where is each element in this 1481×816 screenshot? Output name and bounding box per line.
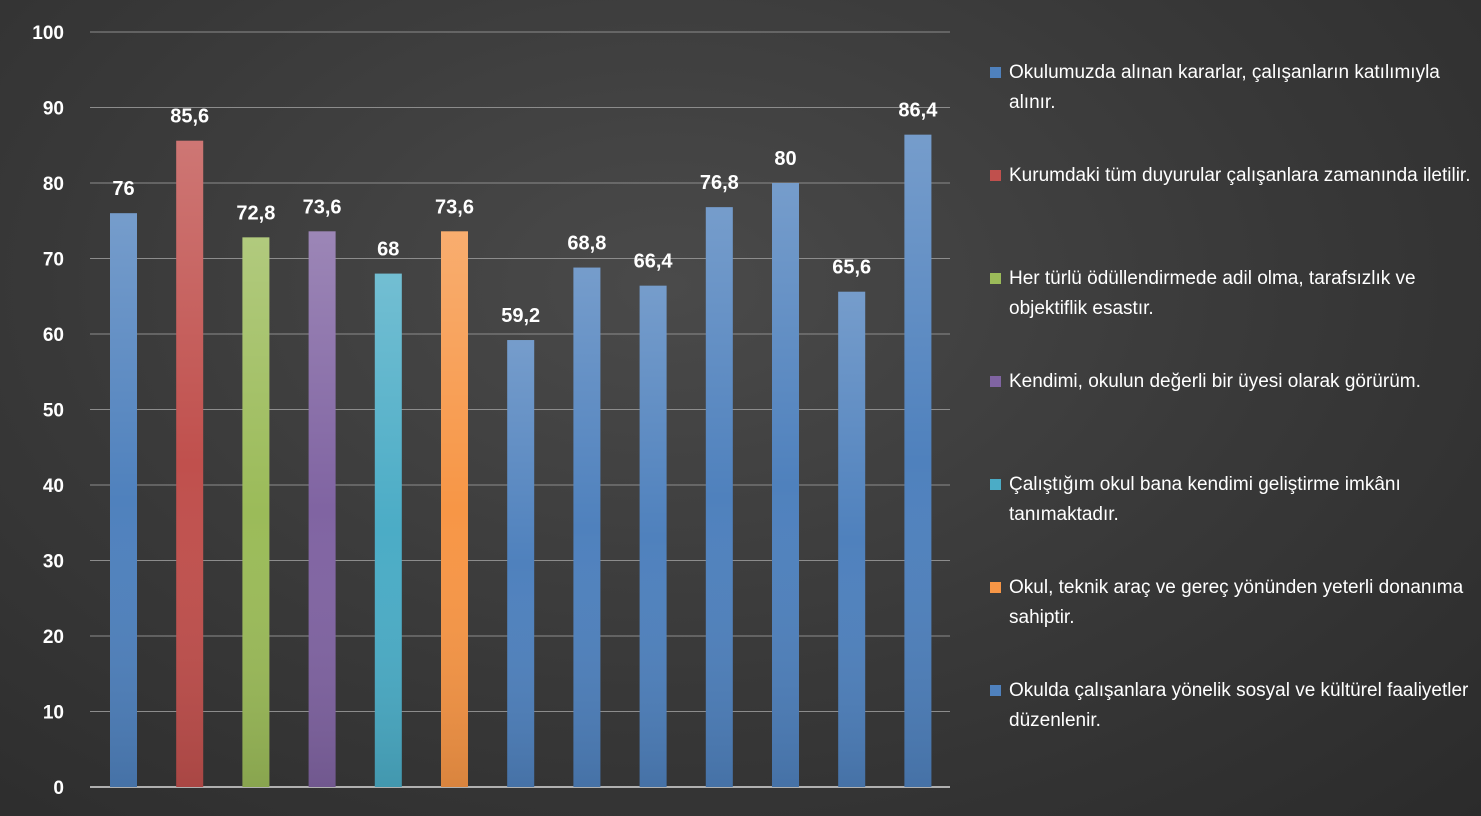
bar-shading bbox=[639, 285, 667, 787]
data-label: 73,6 bbox=[435, 196, 474, 218]
legend-label: Okul, teknik araç ve gereç yönünden yete… bbox=[1009, 577, 1464, 628]
data-label: 68,8 bbox=[567, 233, 606, 255]
bar-shading bbox=[374, 273, 402, 788]
data-label: 59,2 bbox=[501, 305, 540, 327]
y-tick-label: 80 bbox=[43, 174, 64, 195]
legend-swatch bbox=[990, 67, 1001, 78]
legend-swatch bbox=[990, 273, 1001, 284]
bar-shading bbox=[242, 237, 270, 788]
legend-item: Kurumdaki tüm duyurular çalışanlara zama… bbox=[990, 161, 1478, 191]
bar-shading bbox=[507, 340, 535, 787]
bar-shading bbox=[176, 140, 204, 788]
bar-shading bbox=[838, 291, 866, 787]
data-label: 65,6 bbox=[832, 257, 871, 279]
y-tick-label: 30 bbox=[43, 552, 64, 573]
y-axis-tick-labels: 0 10 20 30 40 50 60 70 80 90 100 bbox=[32, 23, 64, 799]
y-tick-label: 0 bbox=[53, 778, 64, 799]
data-label: 76,8 bbox=[700, 172, 739, 194]
data-label: 76 bbox=[112, 178, 134, 200]
legend-swatch bbox=[990, 685, 1001, 696]
legend-item: Okulumuzda alınan kararlar, çalışanların… bbox=[990, 58, 1478, 118]
legend-item: Kendimi, okulun değerli bir üyesi olarak… bbox=[990, 367, 1478, 397]
y-tick-label: 100 bbox=[32, 23, 64, 44]
legend-item: Çalıştığım okul bana kendimi geliştirme … bbox=[990, 470, 1478, 530]
bar-shading bbox=[904, 134, 932, 787]
y-tick-label: 90 bbox=[43, 99, 64, 120]
bar-shading bbox=[772, 183, 799, 787]
data-label: 72,8 bbox=[236, 202, 275, 224]
y-tick-label: 70 bbox=[43, 250, 64, 271]
data-label: 80 bbox=[774, 148, 796, 170]
legend-item: Okulda çalışanlara yönelik sosyal ve kül… bbox=[990, 676, 1478, 736]
legend-label: Her türlü ödüllendirmede adil olma, tara… bbox=[1009, 268, 1416, 319]
legend-swatch bbox=[990, 479, 1001, 490]
legend-item: Okul, teknik araç ve gereç yönünden yete… bbox=[990, 573, 1478, 633]
legend-swatch bbox=[990, 170, 1001, 181]
data-label: 85,6 bbox=[170, 106, 209, 128]
bar-shading bbox=[573, 267, 601, 787]
bars bbox=[110, 134, 932, 788]
data-labels: 76 85,6 72,8 73,6 68 73,6 59,2 68,8 66,4 76,8 80 65… bbox=[112, 100, 938, 327]
bar-shading bbox=[705, 207, 733, 787]
legend-label: Kurumdaki tüm duyurular çalışanlara zama… bbox=[1009, 165, 1471, 186]
data-label: 73,6 bbox=[303, 196, 342, 218]
legend-label: Okulumuzda alınan kararlar, çalışanların… bbox=[1009, 62, 1440, 113]
legend-label: Çalıştığım okul bana kendimi geliştirme … bbox=[1009, 474, 1401, 525]
legend-label: Okulda çalışanlara yönelik sosyal ve kül… bbox=[1009, 680, 1469, 731]
bar-shading bbox=[110, 213, 137, 787]
y-tick-label: 40 bbox=[43, 476, 64, 497]
data-label: 86,4 bbox=[898, 100, 938, 122]
y-tick-label: 20 bbox=[43, 627, 64, 648]
y-tick-label: 10 bbox=[43, 703, 64, 724]
data-label: 66,4 bbox=[634, 251, 674, 273]
legend-swatch bbox=[990, 376, 1001, 387]
legend-label: Kendimi, okulun değerli bir üyesi olarak… bbox=[1009, 371, 1421, 392]
bar-shading bbox=[308, 231, 336, 787]
data-label: 68 bbox=[377, 239, 399, 261]
y-tick-label: 50 bbox=[43, 401, 64, 422]
legend-item: Her türlü ödüllendirmede adil olma, tara… bbox=[990, 264, 1478, 324]
bar-shading bbox=[441, 231, 468, 787]
y-tick-label: 60 bbox=[43, 325, 64, 346]
legend-swatch bbox=[990, 582, 1001, 593]
